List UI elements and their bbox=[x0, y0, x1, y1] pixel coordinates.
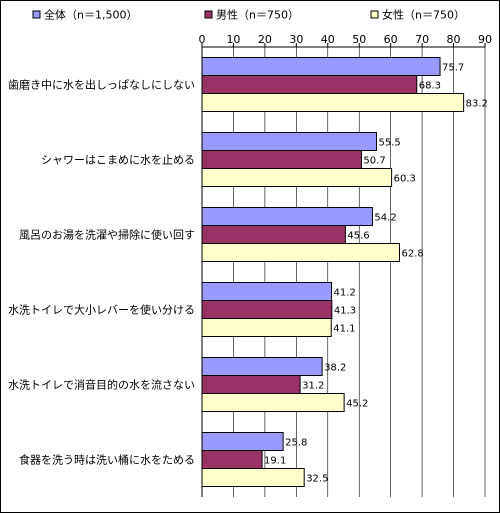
legend-swatch-0 bbox=[32, 10, 41, 19]
legend-swatch-2 bbox=[370, 10, 379, 19]
tick-label-60: 60 bbox=[384, 33, 398, 46]
bar-2-1 bbox=[201, 225, 346, 244]
bar-4-1 bbox=[201, 375, 301, 394]
bar-0-0 bbox=[201, 57, 441, 76]
data-label-5-1: 19.1 bbox=[264, 456, 286, 467]
tick-label-20: 20 bbox=[258, 33, 272, 46]
axes bbox=[201, 43, 485, 497]
data-label-1-2: 60.3 bbox=[394, 174, 416, 185]
bar-3-2 bbox=[201, 318, 332, 337]
data-label-1-1: 50.7 bbox=[363, 156, 385, 167]
legend-swatch-1 bbox=[204, 10, 213, 19]
category-labels: 歯磨き中に水を出しっぱなしにしないシャワーはこまめに水を止める風呂のお湯を洗濯や… bbox=[8, 78, 195, 467]
bar-5-1 bbox=[201, 450, 263, 469]
tick-label-40: 40 bbox=[321, 33, 335, 46]
legend-label-2: 女性（n＝750） bbox=[382, 8, 465, 22]
bar-2-0 bbox=[201, 207, 373, 226]
bar-3-0 bbox=[201, 282, 333, 301]
data-label-2-2: 62.8 bbox=[401, 249, 423, 260]
tick-label-30: 30 bbox=[289, 33, 303, 46]
category-label-2: 風呂のお湯を洗濯や掃除に使い回す bbox=[19, 228, 195, 242]
bar-5-0 bbox=[201, 432, 284, 451]
x-axis-ticks: 0 10 20 30 40 50 60 70 80 90 bbox=[199, 33, 492, 47]
data-label-4-1: 31.2 bbox=[302, 381, 324, 392]
gridlines bbox=[233, 47, 486, 497]
bars bbox=[201, 57, 465, 487]
category-label-5: 食器を洗う時は洗い桶に水をためる bbox=[19, 453, 195, 467]
data-label-5-2: 32.5 bbox=[306, 474, 328, 485]
legend-label-1: 男性（n＝750） bbox=[216, 8, 299, 22]
data-label-1-0: 55.5 bbox=[379, 138, 401, 149]
data-label-2-0: 54.2 bbox=[374, 213, 396, 224]
tick-label-80: 80 bbox=[447, 33, 461, 46]
bar-1-1 bbox=[201, 150, 362, 169]
bar-5-2 bbox=[201, 468, 305, 487]
bar-1-2 bbox=[201, 168, 393, 187]
category-label-0: 歯磨き中に水を出しっぱなしにしない bbox=[8, 78, 195, 92]
data-label-4-2: 45.2 bbox=[346, 399, 368, 410]
data-label-0-1: 68.3 bbox=[419, 81, 441, 92]
data-label-3-1: 41.3 bbox=[334, 306, 356, 317]
legend-label-0: 全体（n＝1,500） bbox=[44, 8, 137, 22]
bar-4-2 bbox=[201, 393, 345, 412]
category-label-3: 水洗トイレで大小レバーを使い分ける bbox=[8, 303, 195, 317]
tick-label-0: 0 bbox=[199, 33, 206, 46]
data-label-3-0: 41.2 bbox=[334, 288, 356, 299]
bar-2-2 bbox=[201, 243, 400, 262]
tick-label-50: 50 bbox=[352, 33, 366, 46]
legend: 全体（n＝1,500） 男性（n＝750） 女性（n＝750） bbox=[32, 8, 465, 22]
data-label-0-0: 75.7 bbox=[442, 63, 464, 74]
tick-label-90: 90 bbox=[478, 33, 492, 46]
data-labels: 75.768.3 83.2 55.5 50.7 60.3 54.2 45.6 62.8 41.2… bbox=[264, 63, 488, 485]
data-label-5-0: 25.8 bbox=[285, 438, 307, 449]
bar-0-1 bbox=[201, 75, 418, 94]
bar-4-0 bbox=[201, 357, 323, 376]
bar-0-2 bbox=[201, 93, 465, 112]
data-label-4-0: 38.2 bbox=[324, 363, 346, 374]
category-label-1: シャワーはこまめに水を止める bbox=[41, 154, 195, 167]
category-label-4: 水洗トイレで消音目的の水を流さない bbox=[8, 378, 195, 392]
bar-3-1 bbox=[201, 300, 333, 319]
tick-label-70: 70 bbox=[415, 33, 429, 46]
bar-1-0 bbox=[201, 132, 378, 151]
data-label-2-1: 45.6 bbox=[347, 231, 369, 242]
tick-label-10: 10 bbox=[226, 33, 240, 46]
data-label-0-2: 83.2 bbox=[466, 99, 488, 110]
data-label-3-2: 41.1 bbox=[333, 324, 355, 335]
